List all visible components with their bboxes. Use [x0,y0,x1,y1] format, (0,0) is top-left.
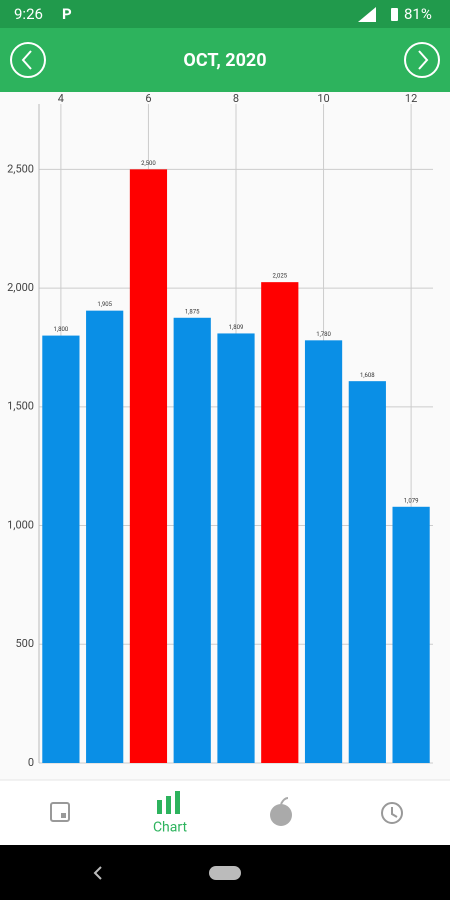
history-icon [381,802,403,824]
chart-icon-bar [157,800,162,814]
value-label: 1,905 [97,301,112,308]
value-label: 1,780 [316,331,331,338]
chart-tab-label: Chart [153,820,188,836]
status-time: 9:26 [14,5,43,23]
calendar-icon [50,802,70,822]
bar [42,335,80,763]
y-tick-label: 500 [15,637,34,650]
bottom-nav [0,780,450,845]
prev-circle [10,42,46,78]
bar [86,310,124,763]
x-tick-label: 8 [233,92,239,105]
history-tab[interactable] [381,802,403,824]
app-icon: P [62,5,72,23]
x-tick-label: 12 [405,92,417,105]
calendar-tab[interactable] [50,802,70,822]
plot: 0 500 1,000 1,500 2,000 2,500 4 6 8 10 12 1,800 1,90… [7,92,433,769]
bar [261,282,299,763]
apple-icon [270,804,292,826]
prev-button[interactable] [10,42,46,78]
home-button[interactable] [209,866,241,880]
food-tab[interactable] [270,797,292,826]
signal-icon [358,7,376,22]
value-label: 1,875 [185,308,200,315]
y-tick-label: 1,500 [7,400,34,413]
value-label: 1,800 [54,326,69,333]
y-tick-label: 1,000 [7,518,34,531]
bar [129,169,168,763]
next-button[interactable] [404,42,440,78]
y-tick-label: 2,500 [7,162,34,175]
history-hands [391,807,398,818]
header [0,28,450,92]
x-tick-label: 10 [317,92,329,105]
back-button[interactable] [93,866,102,880]
x-tick-label: 6 [145,92,151,105]
y-tick-label: 2,000 [7,281,34,294]
next-chevron [418,50,429,70]
value-label: 2,500 [141,160,156,167]
bar [173,317,211,763]
value-label: 1,079 [404,497,419,504]
value-label: 1,608 [360,372,375,379]
chart-icon-bar [175,791,180,814]
prev-chevron [21,50,32,70]
next-circle [404,42,440,78]
value-label: 2,025 [272,273,287,280]
chart-tab[interactable]: Chart [153,791,188,836]
battery-icon [391,8,398,21]
bar [217,333,255,763]
apple-stem [280,797,289,805]
y-tick-label: 0 [28,756,34,769]
bar [304,340,343,763]
bar [348,381,386,763]
x-tick-label: 4 [58,92,64,105]
calendar-dot [61,813,66,818]
header-title: OCT, 2020 [183,50,266,71]
battery-level: 81% [404,5,432,23]
bar [392,506,430,763]
value-label: 1,809 [229,324,244,331]
chart-icon-bar [166,796,171,814]
